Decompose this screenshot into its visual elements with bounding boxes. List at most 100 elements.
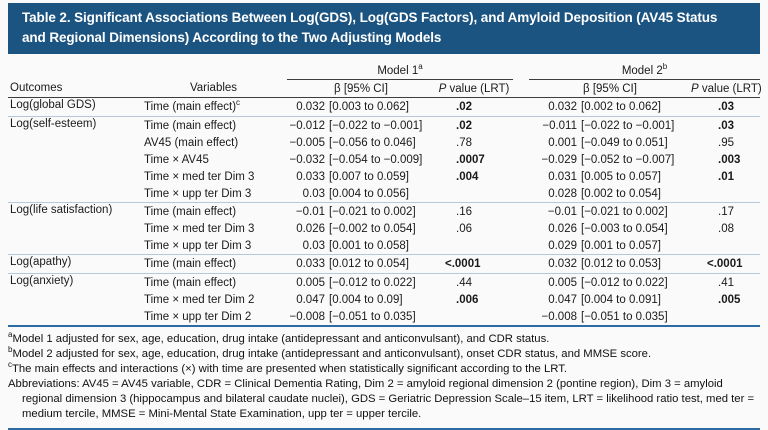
footnote-c: cThe main effects and interactions (×) w… [8,360,567,376]
beta-ci-cell: 0.032 [0.012 to 0.053] [529,254,691,274]
p-value-cell: .004 [456,170,479,183]
table-title: Table 2. Significant Associations Betwee… [8,3,760,55]
table-row: Log(life satisfaction) Time (main effect)… [8,202,760,255]
p-value-cell: .41 [691,273,760,292]
p-value-cell: .02 [435,116,513,135]
spacer-cell [140,59,287,80]
outcome-cell: Log(self-esteem) [8,116,140,203]
footnote-b-marker: b [8,345,13,355]
model2-footnote-marker: b [662,62,668,72]
beta-ci-cell: 0.001 [−0.049 to 0.051] [548,136,668,149]
spacer-cell [8,59,140,80]
p-value-cell: .02 [456,101,472,114]
beta-ci-cell: −0.008 [−0.051 to 0.035] [289,310,416,323]
beta-ci-cell: −0.011 [−0.022 to −0.001] [529,116,691,135]
beta-ci-cell: 0.005 [−0.012 to 0.022] [529,273,691,292]
beta-ci-cell: −0.012 [−0.022 to −0.001] [287,116,435,135]
model1-footnote-marker: a [418,62,423,72]
p-value-cell: .17 [691,202,760,221]
spacer-cell [513,98,529,117]
p-value-cell: .03 [718,101,734,114]
beta-ci-cell: 0.005 [−0.012 to 0.022] [287,273,435,292]
beta-ci-cell: −0.01 [−0.021 to 0.002] [287,202,435,221]
variable-cell: Time × upp ter Dim 3 [144,239,252,252]
table-row: Time × AV45 −0.032 [−0.054 to −0.009] .0007… [8,151,760,168]
table-row: Log(global GDS) Time (main effect)c 0.032[… [8,98,760,117]
p-value-cell: .08 [718,222,734,235]
variable-cell: Time × upp ter Dim 2 [144,310,252,323]
beta-ci-cell: −0.008 [−0.051 to 0.035] [541,310,668,323]
p-value-cell: .16 [435,202,513,221]
beta-ci-cell: 0.026 [−0.002 to 0.054] [296,222,416,235]
variable-cell: Time × upp ter Dim 3 [144,187,252,200]
spacer-cell [513,185,529,203]
p-value-cell: .0007 [456,153,485,166]
footnote-c-marker: c [8,360,12,370]
abbreviations-note: Abbreviations: AV45 = AV45 variable, CDR… [8,378,755,421]
model1-beta-column-header: β [95% CI] [287,79,435,99]
table-row: Log(anxiety) Time (main effect) 0.005 [−0.0… [8,273,760,327]
variable-cell: Time (main effect)c [144,98,241,114]
spacer-cell [513,308,529,326]
beta-ci-cell: 0.03 [0.001 to 0.058] [302,239,409,252]
variable-cell: Time × med ter Dim 3 [144,170,255,183]
beta-ci-cell: −0.005 [−0.056 to 0.046] [289,136,416,149]
p-value-cell: .03 [691,116,760,135]
p-value-cell: <.0001 [691,254,760,274]
outcome-cell: Log(anxiety) [8,273,140,327]
variable-cell: Time (main effect) [140,254,287,274]
variable-cell: AV45 (main effect) [144,136,239,149]
beta-ci-cell: 0.031 [0.005 to 0.057] [548,170,661,183]
footnote-b: bModel 2 adjusted for sex, age, educatio… [8,345,652,361]
footnote-a-marker: a [8,330,13,340]
variable-cell: Time × med ter Dim 3 [144,222,255,235]
model-header-row: Model 1a Model 2b [8,59,760,81]
beta-ci-cell: −0.01 [−0.021 to 0.002] [529,202,691,221]
p-value-cell: .01 [718,170,734,183]
column-header-row: Outcomes Variables β [95% CI] P value (L… [8,79,762,99]
footnote-a: aModel 1 adjusted for sex, age, educatio… [8,330,550,346]
p-value-cell: .95 [718,136,734,149]
beta-ci-cell: 0.032 [0.002 to 0.062] [548,101,661,114]
associations-table: Model 1a Model 2b Outcomes Variables β [… [8,59,762,328]
beta-ci-cell: −0.029 [−0.052 to −0.007] [541,153,675,166]
model2-pvalue-column-header: P value (LRT) [691,79,762,99]
table-row: Time × med ter Dim 2 0.047 [0.004 to 0.09]… [8,291,760,308]
spacer-cell [513,151,529,168]
beta-ci-cell: 0.029 [0.001 to 0.057] [548,239,661,252]
table-row: Log(apathy) Time (main effect) 0.033 [0.012… [8,254,760,274]
beta-ci-cell: 0.047 [0.004 to 0.09] [296,293,403,306]
beta-ci-cell: 0.033 [0.007 to 0.059] [296,170,409,183]
spacer-cell [513,168,529,185]
beta-ci-cell: 0.033 [0.012 to 0.054] [287,254,435,274]
table-row: Time × upp ter Dim 3 0.03 [0.004 to 0.056]… [8,185,760,203]
beta-ci-cell: −0.032 [−0.054 to −0.009] [289,153,423,166]
p-value-cell: .06 [456,222,472,235]
p-value-cell: <.0001 [435,254,513,274]
beta-ci-cell: 0.026 [−0.003 to 0.054] [548,222,668,235]
beta-ci-cell: 0.032 [0.003 to 0.062] [296,101,409,114]
spacer-cell [513,116,529,135]
spacer-cell [513,134,529,151]
table-row: Time × upp ter Dim 2 −0.008 [−0.051 to 0.0… [8,308,760,326]
model1-pvalue-column-header: P value (LRT) [435,79,513,99]
p-value-cell: .003 [718,153,741,166]
model2-header: Model 2b [529,59,760,81]
variable-cell: Time × med ter Dim 2 [144,293,255,306]
variable-cell: Time (main effect) [140,116,287,135]
spacer-cell [513,237,529,255]
beta-ci-cell: 0.028 [0.002 to 0.054] [548,187,661,200]
outcome-cell: Log(global GDS) [10,99,96,112]
outcomes-column-header: Outcomes [8,79,140,99]
outcome-cell: Log(apathy) [8,254,140,274]
beta-ci-cell: 0.03 [0.004 to 0.056] [302,187,409,200]
spacer-cell [513,220,529,237]
spacer-cell [513,59,529,80]
p-value-cell [691,185,760,203]
variables-column-header: Variables [140,79,287,99]
model2-beta-column-header: β [95% CI] [529,79,691,99]
beta-ci-cell: 0.047 [0.004 to 0.091] [548,293,661,306]
spacer-cell [513,291,529,308]
variable-cell: Time (main effect) [140,273,287,292]
